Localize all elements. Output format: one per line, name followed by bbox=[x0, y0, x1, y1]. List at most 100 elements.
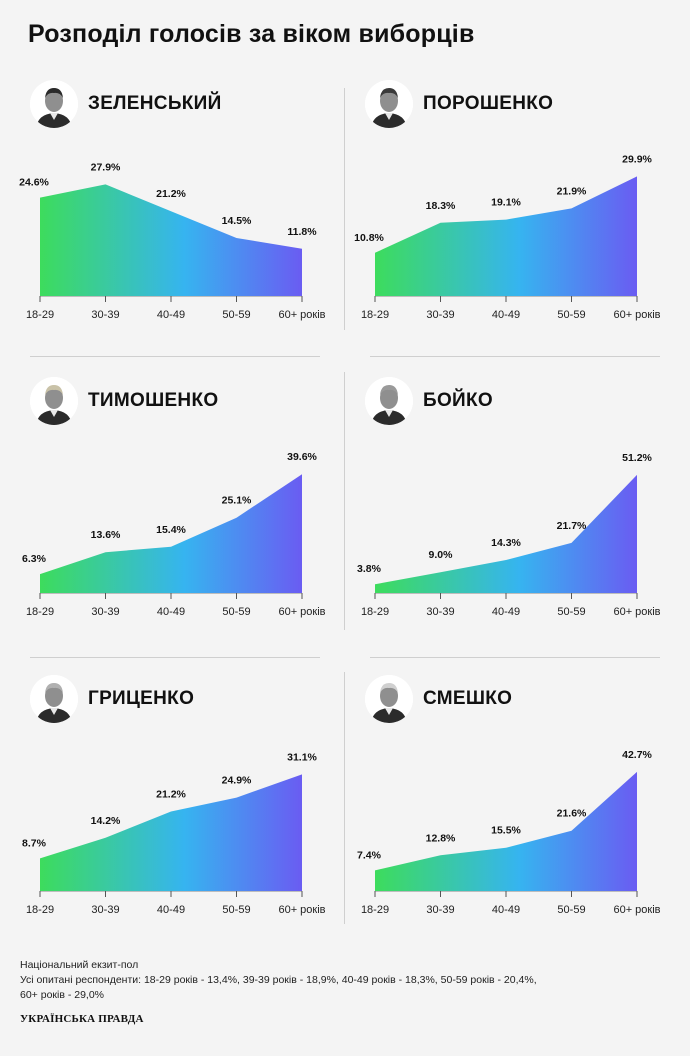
area-chart: 18-29 24.6% 30-39 27.9% 40-49 21.2% 50-59 14.5%… bbox=[19, 161, 326, 321]
x-tick-label: 50-59 bbox=[557, 904, 585, 916]
data-label: 11.8% bbox=[287, 226, 317, 238]
data-label: 27.9% bbox=[91, 161, 121, 173]
area-series bbox=[375, 474, 637, 593]
data-label: 24.9% bbox=[222, 775, 252, 787]
area-series bbox=[375, 176, 637, 296]
x-tick-label: 50-59 bbox=[222, 904, 250, 916]
hrytsenko-portrait-icon bbox=[30, 675, 78, 723]
area-chart: 18-29 7.4% 30-39 12.8% 40-49 15.5% 50-59 21.6% 6… bbox=[357, 749, 661, 916]
x-tick-label: 18-29 bbox=[361, 309, 389, 321]
x-tick-label: 50-59 bbox=[222, 309, 250, 321]
x-tick-label: 30-39 bbox=[426, 309, 454, 321]
zelensky-portrait-icon bbox=[30, 80, 78, 128]
data-label: 19.1% bbox=[491, 197, 521, 209]
x-tick-label: 60+ років bbox=[278, 309, 325, 321]
candidate-name: ТИМОШЕНКО bbox=[88, 390, 219, 411]
data-label: 14.2% bbox=[91, 815, 121, 827]
candidate-name: БОЙКО bbox=[423, 390, 493, 411]
row-divider bbox=[30, 657, 320, 658]
data-label: 21.2% bbox=[156, 188, 186, 200]
boyko-portrait-icon bbox=[365, 377, 413, 425]
candidate-panel-tymoshenko: ТИМОШЕНКО 18-29 6.3% 30-39 13.6% 40-49 15.4% 5… bbox=[22, 377, 330, 637]
x-tick-label: 40-49 bbox=[492, 606, 520, 618]
row-divider bbox=[30, 356, 320, 357]
data-label: 18.3% bbox=[426, 200, 456, 212]
candidate-name: СМЕШКО bbox=[423, 688, 513, 709]
area-chart: 18-29 10.8% 30-39 18.3% 40-49 19.1% 50-59 21.9%… bbox=[354, 153, 661, 321]
area-chart: 18-29 8.7% 30-39 14.2% 40-49 21.2% 50-59 24.9% 6… bbox=[22, 751, 326, 916]
smeshko-portrait-icon bbox=[365, 675, 413, 723]
x-tick-label: 60+ років bbox=[278, 904, 325, 916]
data-label: 9.0% bbox=[429, 549, 454, 561]
tymoshenko-portrait-icon bbox=[30, 377, 78, 425]
x-tick-label: 40-49 bbox=[492, 904, 520, 916]
data-label: 42.7% bbox=[622, 749, 652, 761]
x-tick-label: 30-39 bbox=[91, 904, 119, 916]
footer-source: Національний екзит-пол bbox=[20, 959, 139, 971]
candidate-panel-zelensky: ЗЕЛЕНСЬКИЙ 18-29 24.6% 30-39 27.9% 40-49 21.2… bbox=[19, 80, 330, 340]
x-tick-label: 60+ років bbox=[613, 904, 660, 916]
poroshenko-portrait-icon bbox=[365, 80, 413, 128]
x-tick-label: 60+ років bbox=[613, 606, 660, 618]
x-tick-label: 18-29 bbox=[26, 904, 54, 916]
data-label: 10.8% bbox=[354, 232, 384, 244]
data-label: 15.4% bbox=[156, 524, 186, 536]
area-series bbox=[40, 474, 302, 593]
footer-respondents: Усі опитані респонденти: 18-29 років - 1… bbox=[20, 974, 537, 986]
data-label: 12.8% bbox=[426, 832, 456, 844]
x-tick-label: 18-29 bbox=[361, 606, 389, 618]
area-series bbox=[40, 774, 302, 891]
data-label: 29.9% bbox=[622, 153, 652, 165]
data-label: 21.9% bbox=[557, 185, 587, 197]
x-tick-label: 50-59 bbox=[557, 606, 585, 618]
candidate-panel-smeshko: СМЕШКО 18-29 7.4% 30-39 12.8% 40-49 15.5% 50-5… bbox=[357, 675, 665, 935]
candidate-panel-boyko: БОЙКО 18-29 3.8% 30-39 9.0% 40-49 14.3% 50-59 2… bbox=[357, 377, 665, 637]
x-tick-label: 30-39 bbox=[91, 309, 119, 321]
candidate-panel-hrytsenko: ГРИЦЕНКО 18-29 8.7% 30-39 14.2% 40-49 21.2% 50… bbox=[22, 675, 330, 935]
data-label: 21.7% bbox=[557, 520, 587, 532]
row-divider bbox=[370, 657, 660, 658]
footer-respondents-cont: 60+ років - 29,0% bbox=[20, 989, 105, 1001]
x-tick-label: 60+ років bbox=[613, 309, 660, 321]
candidate-name: ПОРОШЕНКО bbox=[423, 93, 554, 114]
column-divider bbox=[344, 88, 345, 330]
x-tick-label: 50-59 bbox=[222, 606, 250, 618]
x-tick-label: 30-39 bbox=[426, 606, 454, 618]
x-tick-label: 40-49 bbox=[157, 309, 185, 321]
row-divider bbox=[370, 356, 660, 357]
x-tick-label: 18-29 bbox=[361, 904, 389, 916]
data-label: 24.6% bbox=[19, 177, 49, 189]
data-label: 14.5% bbox=[222, 215, 252, 227]
data-label: 13.6% bbox=[91, 529, 121, 541]
data-label: 21.2% bbox=[156, 789, 186, 801]
page-title: Розподіл голосів за віком виборців bbox=[28, 20, 475, 48]
data-label: 8.7% bbox=[22, 837, 47, 849]
data-label: 31.1% bbox=[287, 751, 317, 763]
publisher-logo: УКРАЇНСЬКА ПРАВДА bbox=[20, 1013, 144, 1025]
column-divider bbox=[344, 672, 345, 924]
data-label: 21.6% bbox=[557, 808, 587, 820]
candidate-name: ГРИЦЕНКО bbox=[88, 688, 195, 709]
x-tick-label: 50-59 bbox=[557, 309, 585, 321]
candidate-panel-poroshenko: ПОРОШЕНКО 18-29 10.8% 30-39 18.3% 40-49 19.1%… bbox=[354, 80, 665, 340]
candidate-name: ЗЕЛЕНСЬКИЙ bbox=[88, 93, 222, 114]
data-label: 14.3% bbox=[491, 537, 521, 549]
data-label: 39.6% bbox=[287, 451, 317, 463]
data-label: 6.3% bbox=[22, 553, 47, 565]
x-tick-label: 40-49 bbox=[157, 904, 185, 916]
x-tick-label: 40-49 bbox=[492, 309, 520, 321]
data-label: 3.8% bbox=[357, 563, 382, 575]
data-label: 25.1% bbox=[222, 495, 252, 507]
data-label: 51.2% bbox=[622, 452, 652, 464]
x-tick-label: 60+ років bbox=[278, 606, 325, 618]
x-tick-label: 18-29 bbox=[26, 606, 54, 618]
area-chart: 18-29 3.8% 30-39 9.0% 40-49 14.3% 50-59 21.7% 60… bbox=[357, 452, 661, 618]
x-tick-label: 40-49 bbox=[157, 606, 185, 618]
area-series bbox=[375, 771, 637, 891]
data-label: 15.5% bbox=[491, 825, 521, 837]
footer-notes: Національний екзит-пол Усі опитані респо… bbox=[20, 958, 537, 1003]
column-divider bbox=[344, 372, 345, 630]
data-label: 7.4% bbox=[357, 849, 382, 861]
x-tick-label: 30-39 bbox=[426, 904, 454, 916]
x-tick-label: 30-39 bbox=[91, 606, 119, 618]
